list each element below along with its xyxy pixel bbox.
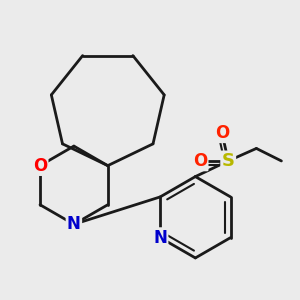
Text: O: O — [193, 152, 207, 170]
Text: N: N — [153, 229, 167, 247]
Text: O: O — [215, 124, 229, 142]
Text: S: S — [222, 152, 235, 170]
Text: O: O — [33, 157, 47, 175]
Text: N: N — [67, 215, 81, 233]
